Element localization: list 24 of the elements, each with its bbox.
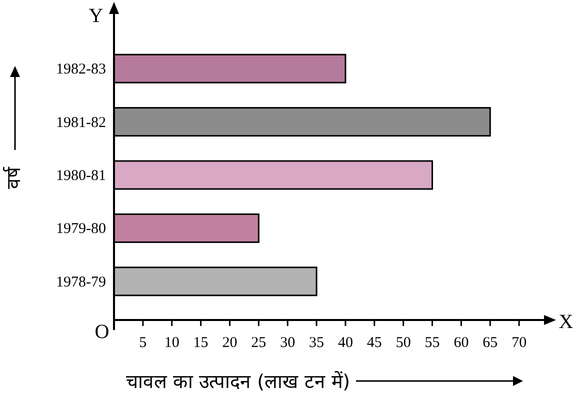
x-tick-label: 55	[424, 335, 440, 351]
x-tick-label: 50	[396, 335, 411, 351]
x-tick-label: 15	[193, 335, 208, 351]
x-tick-label: 60	[454, 335, 469, 351]
y-tick-label: 1982-83	[56, 62, 106, 78]
y-axis-title: वर्ष	[2, 166, 25, 189]
x-tick-label: 40	[338, 335, 353, 351]
x-tick-label: 25	[251, 335, 266, 351]
y-tick-label: 1978-79	[56, 274, 106, 290]
text: Y	[88, 5, 104, 27]
y-tick-label: 1980-81	[56, 168, 106, 184]
x-tick-label: 35	[309, 335, 324, 351]
text: O	[94, 321, 110, 343]
y-tick-label: 1979-80	[56, 221, 106, 238]
x-tick-label: 65	[482, 335, 498, 351]
x-tick-label: 20	[222, 335, 238, 351]
x-axis-title: चावल का उत्पादन (लाख टन में)	[126, 370, 350, 393]
x-tick-label: 45	[366, 335, 382, 351]
x-tick-label: 5	[139, 335, 147, 351]
x-tick-label: 70	[512, 335, 527, 351]
text: X	[558, 311, 574, 333]
y-tick-label: 1981-82	[56, 114, 106, 131]
x-tick-label: 30	[280, 335, 296, 351]
x-tick-label: 10	[164, 335, 180, 351]
